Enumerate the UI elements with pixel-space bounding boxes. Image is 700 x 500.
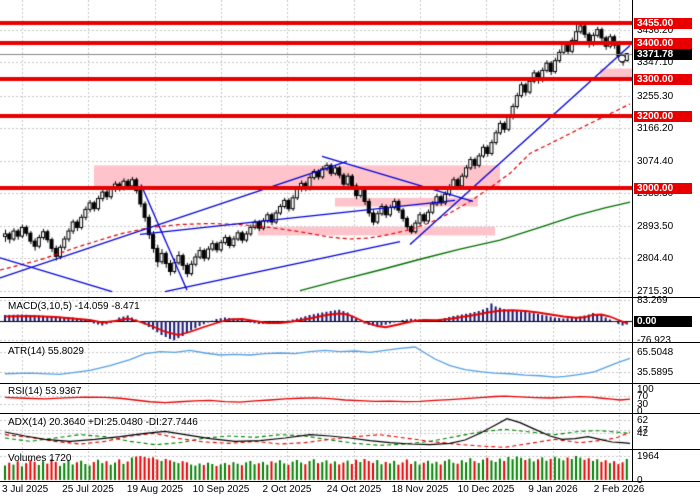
price-tick-label: 2804.40	[637, 253, 674, 265]
date-tick-label: 19 Aug 2025	[126, 484, 184, 495]
volume-tick-label: 1964	[637, 451, 660, 462]
volumes-label: Volumes 1720	[8, 453, 72, 464]
volume-tick-label: 0	[637, 475, 643, 486]
price-tick-label: 2893.50	[637, 221, 674, 233]
rsi-panel[interactable]	[0, 385, 632, 413]
atr-label: ATR(14) 55.8029	[8, 346, 84, 357]
price-tick-label: 3074.40	[637, 155, 674, 167]
date-tick-label: 10 Dec 2025	[457, 484, 515, 495]
atr-tick-label: 65.5048	[637, 347, 674, 358]
price-tick-label: 3255.30	[637, 90, 674, 102]
price-tick-label: 3166.20	[637, 122, 674, 134]
macd-panel[interactable]	[0, 299, 632, 342]
macd-tick-label: -76.923	[637, 335, 671, 347]
adx-label: ADX(14) 20.3640 +DI:25.0480 -DI:27.7446	[8, 417, 198, 428]
price-axis-separator	[632, 0, 633, 481]
atr-tick-label: 35.5895	[637, 367, 674, 378]
price-level-label: 3455.00	[634, 18, 692, 30]
panel-separator	[0, 449, 700, 450]
date-tick-label: 18 Nov 2025	[391, 484, 449, 495]
price-tick-label: 3436.20	[637, 25, 674, 37]
rsi-tick-label: 0	[637, 406, 643, 417]
date-tick-label: 2 Feb 2026	[593, 484, 645, 495]
panel-separator	[0, 297, 700, 298]
price-level-label: 3300.00	[634, 74, 692, 86]
price-level-label: 3000.00	[634, 182, 692, 194]
panel-separator	[0, 413, 700, 414]
axis-separator	[0, 481, 700, 482]
rsi-label: RSI(14) 53.9367	[8, 386, 82, 397]
macd-tick-label: 83.269	[637, 295, 668, 307]
date-tick-label: 3 Jul 2025	[2, 484, 49, 495]
adx-tick-label: 42	[637, 428, 649, 440]
date-tick-label: 2 Oct 2025	[262, 484, 312, 495]
price-tick-label: 3347.10	[637, 57, 674, 69]
rsi-tick-label: 30	[637, 399, 649, 411]
panel-separator	[0, 383, 700, 384]
price-level-label: 3400.00	[634, 38, 692, 50]
rsi-tick-label: 100	[637, 384, 654, 395]
panel-separator	[0, 342, 700, 343]
main-price-chart[interactable]	[0, 0, 632, 297]
macd-label: MACD(3,10,5) -14.059 -8.471	[8, 301, 140, 312]
current-price-label: 3371.78	[634, 48, 692, 60]
price-level-label: 3200.00	[634, 110, 692, 122]
adx-tick-label: 62	[637, 415, 649, 426]
date-tick-label: 9 Jan 2026	[528, 484, 578, 495]
atr-panel[interactable]	[0, 344, 632, 383]
macd-tick-label: 0.00	[634, 316, 692, 327]
date-tick-label: 25 Jul 2025	[62, 484, 114, 495]
adx-panel[interactable]	[0, 415, 632, 449]
volume-panel[interactable]	[0, 451, 632, 481]
adx-tick-label: 47	[637, 425, 649, 436]
price-tick-label: 2715.30	[637, 285, 674, 297]
date-tick-label: 24 Oct 2025	[326, 484, 382, 495]
date-tick-label: 10 Sep 2025	[192, 484, 250, 495]
rsi-tick-label: 70	[637, 390, 649, 402]
